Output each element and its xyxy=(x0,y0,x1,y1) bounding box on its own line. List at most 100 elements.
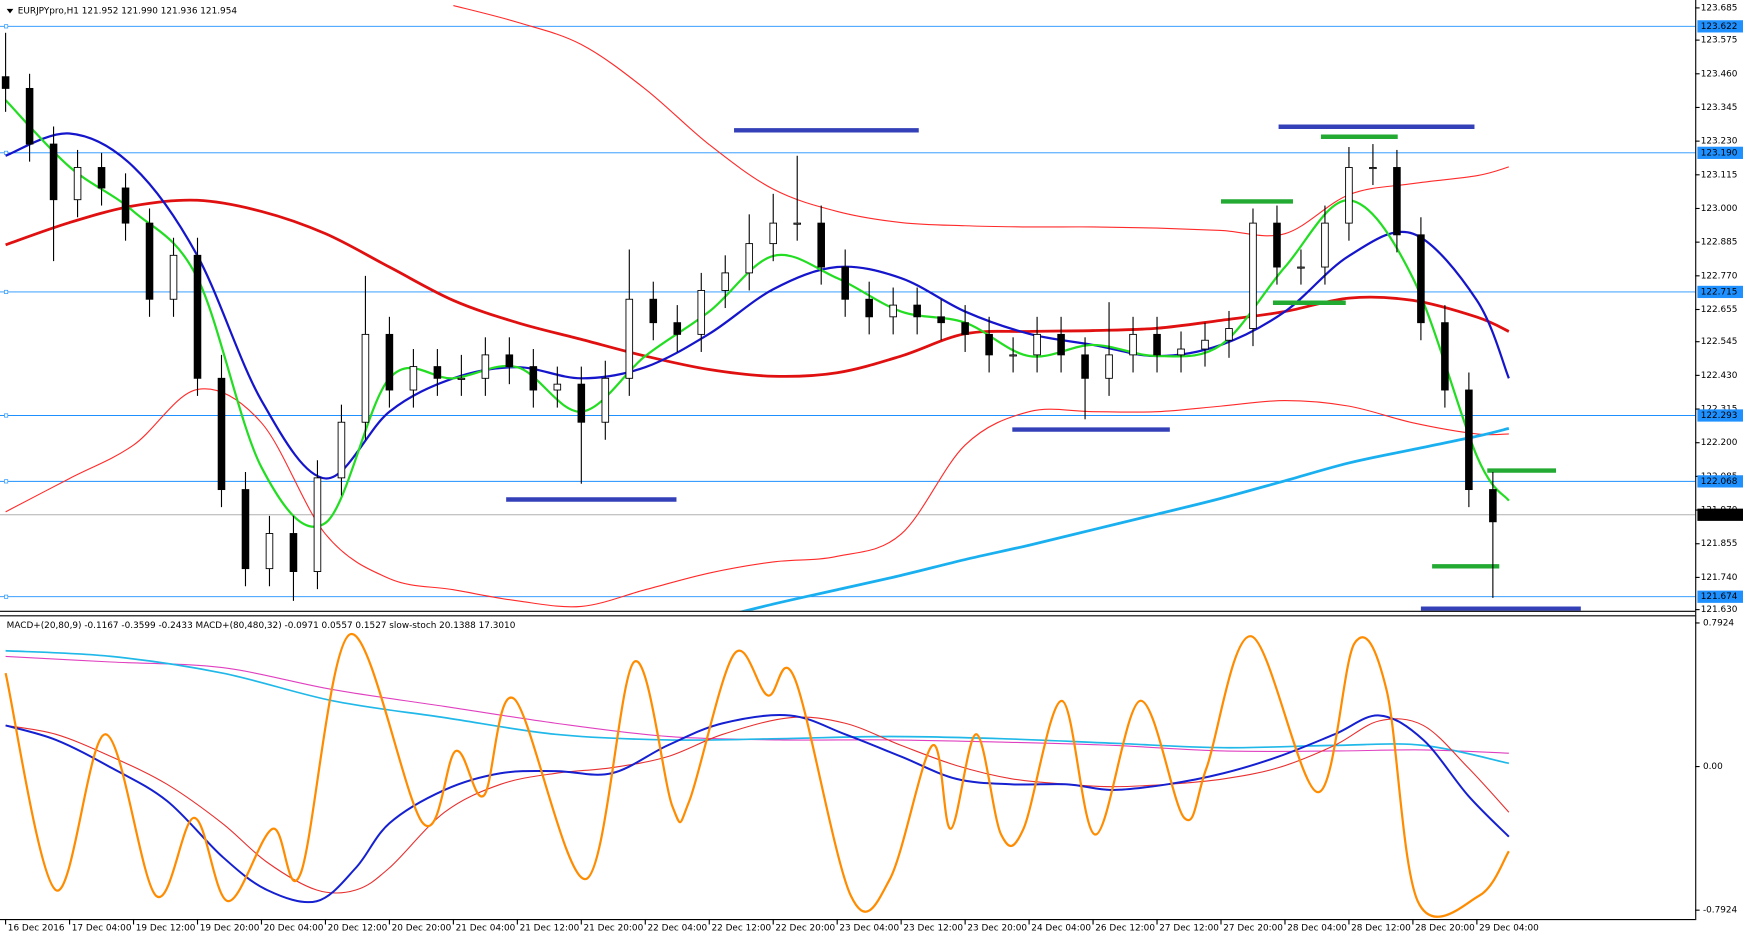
candle-body xyxy=(409,366,418,391)
level-label-box xyxy=(1697,146,1743,159)
x-tick-label: 23 Dec 12:00 xyxy=(903,923,963,933)
candle-body xyxy=(457,377,466,380)
level-marker xyxy=(4,479,9,484)
candle-body xyxy=(505,354,514,368)
x-tick-label: 19 Dec 12:00 xyxy=(136,923,196,933)
candle-body xyxy=(481,354,490,379)
candle-body xyxy=(889,304,897,318)
candle-body xyxy=(1273,222,1281,268)
candle-body xyxy=(793,222,801,225)
y-tick-label: 0.00 xyxy=(1703,762,1723,772)
candle-body xyxy=(529,366,538,391)
candle-body xyxy=(169,254,178,300)
y-tick-label: 121.740 xyxy=(1701,573,1738,583)
candle-body xyxy=(313,477,322,573)
x-tick-label: 20 Dec 20:00 xyxy=(392,923,452,933)
level-label-box xyxy=(1697,590,1743,603)
candle-body xyxy=(145,222,154,300)
candle-body xyxy=(1369,167,1377,170)
candle-body xyxy=(1105,354,1113,379)
level-label: 121.674 xyxy=(1701,592,1738,602)
indicator-line xyxy=(5,655,1509,754)
candle-body xyxy=(1177,348,1185,356)
candle-body xyxy=(25,87,34,145)
candle-body xyxy=(217,377,226,491)
x-tick-label: 27 Dec 12:00 xyxy=(1159,923,1219,933)
x-tick-label: 28 Dec 20:00 xyxy=(1415,923,1475,933)
y-tick-label: 123.575 xyxy=(1701,36,1738,46)
candle-body xyxy=(961,322,969,335)
candle-body xyxy=(841,266,849,300)
y-tick-label: 122.655 xyxy=(1701,305,1738,315)
candle-body xyxy=(673,322,682,335)
x-tick-label: 21 Dec 04:00 xyxy=(456,923,516,933)
level-marker xyxy=(4,594,9,599)
candle-body xyxy=(1393,167,1401,236)
candle-body xyxy=(1057,333,1065,356)
candle-body xyxy=(289,533,298,573)
candle-body xyxy=(721,272,730,291)
x-tick-label: 16 Dec 2016 xyxy=(8,923,65,933)
candle-body xyxy=(433,366,442,379)
level-label: 122.068 xyxy=(1701,477,1738,487)
candle-body xyxy=(1441,322,1449,391)
y-tick-label: 123.230 xyxy=(1701,137,1738,147)
x-tick-label: 20 Dec 12:00 xyxy=(328,923,388,933)
candle-body xyxy=(1297,266,1305,269)
x-tick-label: 22 Dec 20:00 xyxy=(775,923,835,933)
candle-body xyxy=(1249,222,1257,329)
candle-body xyxy=(1201,339,1209,350)
indicator-line xyxy=(5,714,1510,904)
candle-body xyxy=(1081,354,1089,379)
candle-body xyxy=(1345,167,1353,224)
candle-body xyxy=(601,377,610,423)
candle-body xyxy=(1033,333,1041,356)
candle-body xyxy=(1489,489,1497,523)
candle-body xyxy=(337,421,346,479)
x-tick-label: 28 Dec 12:00 xyxy=(1351,923,1411,933)
candle-body xyxy=(121,187,130,224)
candle-body xyxy=(745,243,754,274)
level-marker xyxy=(4,413,9,418)
y-tick-label: 122.770 xyxy=(1701,271,1738,281)
y-tick-label: 123.460 xyxy=(1701,69,1738,79)
candle-body xyxy=(577,383,586,423)
x-tick-label: 23 Dec 04:00 xyxy=(839,923,899,933)
indicator-line xyxy=(4,633,1510,918)
y-tick-label: -0.7924 xyxy=(1703,906,1738,916)
last-price-box xyxy=(1697,508,1743,521)
y-tick-label: 123.115 xyxy=(1701,170,1738,180)
chart-title: EURJPYpro,H1 121.952 121.990 121.936 121… xyxy=(18,7,238,17)
level-label: 123.190 xyxy=(1701,148,1738,158)
candle-body xyxy=(241,489,250,570)
y-tick-label: 122.545 xyxy=(1701,337,1738,347)
level-marker xyxy=(4,289,9,294)
y-tick-label: 121.855 xyxy=(1701,539,1738,549)
candle-body xyxy=(73,167,82,201)
indicator-line xyxy=(4,99,1510,528)
x-tick-label: 21 Dec 20:00 xyxy=(584,923,644,933)
candle-body xyxy=(553,383,562,391)
indicator-line xyxy=(5,649,1510,765)
x-tick-label: 20 Dec 04:00 xyxy=(264,923,324,933)
candle-body xyxy=(1225,328,1233,341)
menu-arrow[interactable] xyxy=(6,8,14,14)
x-tick-label: 17 Dec 04:00 xyxy=(72,923,132,933)
candle-body xyxy=(49,143,58,201)
indicator-line xyxy=(5,388,1509,608)
y-tick-label: 122.430 xyxy=(1701,371,1738,381)
y-tick-label: 123.000 xyxy=(1701,204,1738,214)
candle-body xyxy=(97,167,106,189)
x-tick-label: 26 Dec 12:00 xyxy=(1095,923,1155,933)
candle-body xyxy=(865,298,873,318)
candle-body xyxy=(625,298,634,379)
candle-body xyxy=(1417,234,1425,324)
x-tick-label: 29 Dec 04:00 xyxy=(1479,923,1539,933)
candle-body xyxy=(985,333,993,356)
y-tick-label: 122.200 xyxy=(1701,438,1738,448)
candle-body xyxy=(193,254,202,379)
x-tick-label: 22 Dec 04:00 xyxy=(648,923,708,933)
candle-body xyxy=(697,290,706,335)
x-tick-label: 28 Dec 04:00 xyxy=(1287,923,1347,933)
